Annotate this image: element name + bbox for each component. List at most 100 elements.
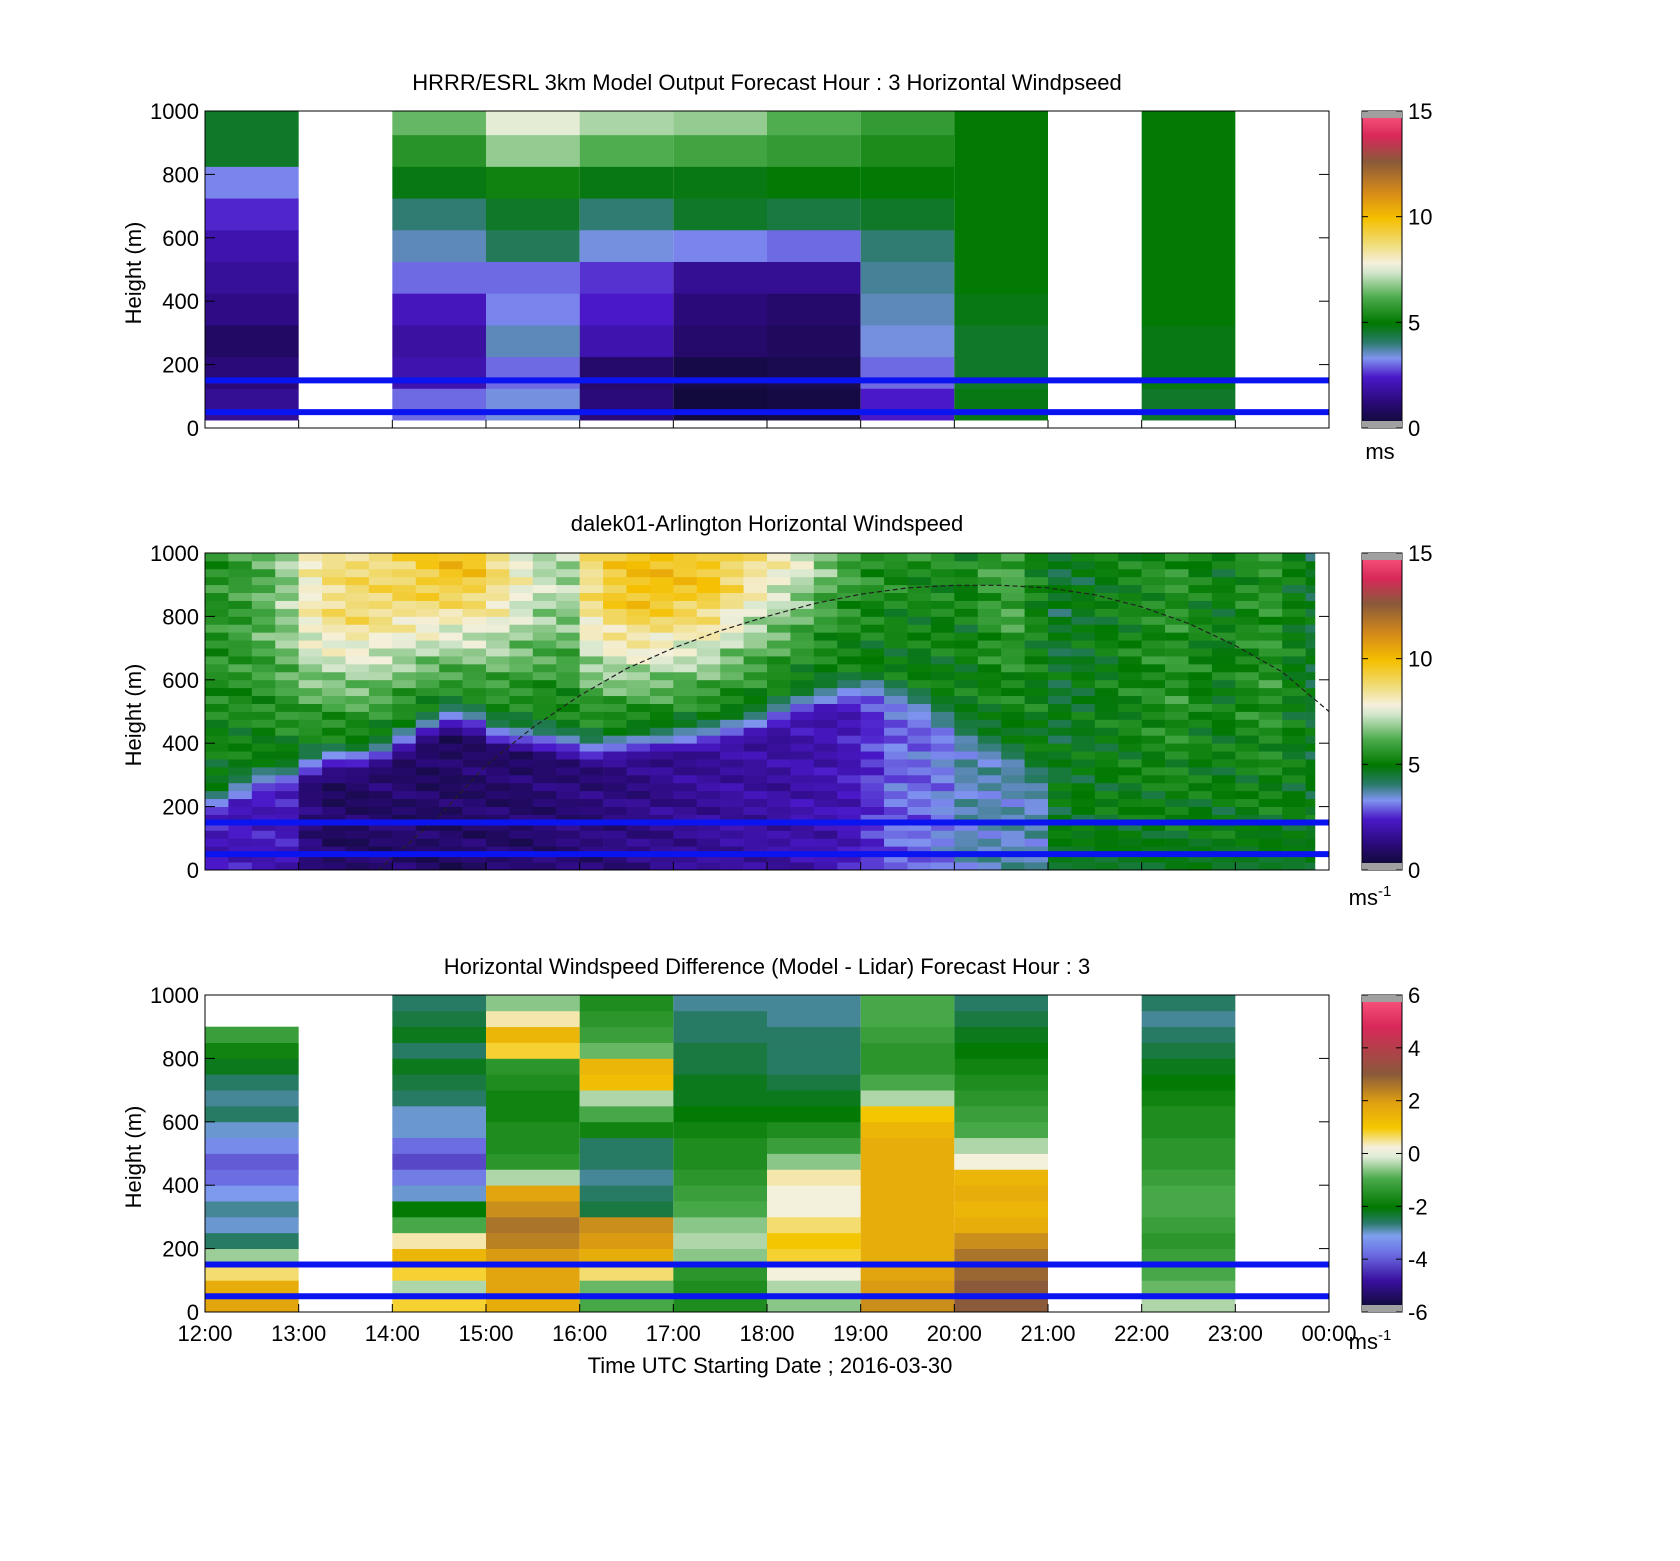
heatmap-cell xyxy=(767,671,791,681)
heatmap-cell xyxy=(907,560,932,570)
heatmap-cell xyxy=(626,854,651,863)
heatmap-cell xyxy=(415,838,440,847)
heatmap-cell xyxy=(1048,798,1072,807)
heatmap-cell xyxy=(860,759,885,768)
heatmap-cell xyxy=(1258,846,1283,855)
heatmap-cell xyxy=(1188,616,1213,625)
heatmap-cell xyxy=(907,727,932,736)
heatmap-cell xyxy=(790,711,815,720)
heatmap-cell xyxy=(1001,616,1025,625)
heatmap-cell xyxy=(1001,846,1025,855)
heatmap-cell xyxy=(509,766,534,776)
heatmap-cell xyxy=(322,719,346,728)
heatmap-cell xyxy=(954,324,1048,358)
heatmap-cell xyxy=(954,846,979,855)
heatmap-cell xyxy=(673,616,698,625)
heatmap-cell xyxy=(977,687,1002,697)
heatmap-cell xyxy=(1048,830,1072,839)
heatmap-cell xyxy=(1071,830,1096,839)
heatmap-cell xyxy=(837,822,861,831)
heatmap-cell xyxy=(228,814,253,823)
heatmap-cell xyxy=(392,229,486,262)
heatmap-cell xyxy=(954,679,979,689)
heatmap-cell xyxy=(532,576,557,586)
heatmap-cell xyxy=(767,616,791,625)
heatmap-cell xyxy=(1001,830,1025,839)
heatmap-cell xyxy=(673,600,698,609)
heatmap-cell xyxy=(228,846,253,855)
heatmap-cell xyxy=(837,679,861,689)
heatmap-cell xyxy=(1235,616,1260,625)
heatmap-cell xyxy=(298,553,323,562)
heatmap-cell xyxy=(813,814,838,823)
heatmap-cell xyxy=(439,822,463,831)
heatmap-cell xyxy=(1258,822,1283,831)
heatmap-cell xyxy=(860,782,885,792)
heatmap-cell xyxy=(954,584,979,594)
heatmap-cell xyxy=(228,679,253,689)
heatmap-cell xyxy=(205,198,299,231)
heatmap-cell xyxy=(1165,743,1189,752)
heatmap-cell xyxy=(954,560,979,570)
heatmap-cell xyxy=(907,759,932,768)
heatmap-cell xyxy=(1282,774,1306,784)
heatmap-cell xyxy=(1188,568,1213,578)
heatmap-cell xyxy=(298,838,323,847)
heatmap-cell xyxy=(813,711,838,720)
heatmap-cell xyxy=(907,576,932,586)
heatmap-cell xyxy=(486,1201,580,1218)
heatmap-cell xyxy=(1141,1264,1236,1281)
heatmap-cell xyxy=(368,687,393,697)
heatmap-cell xyxy=(1141,1201,1236,1218)
heatmap-cell xyxy=(1141,1216,1236,1234)
heatmap-cell xyxy=(486,782,510,792)
heatmap-cell xyxy=(509,759,534,768)
heatmap-cell xyxy=(579,679,604,689)
heatmap-cell xyxy=(368,806,393,815)
heatmap-cell xyxy=(767,640,791,649)
heatmap-cell xyxy=(205,656,229,665)
heatmap-cell xyxy=(977,560,1002,570)
heatmap-cell xyxy=(837,560,861,570)
heatmap-cell xyxy=(1141,854,1166,863)
heatmap-cell xyxy=(907,719,932,728)
heatmap-cell xyxy=(392,1058,486,1075)
heatmap-cell xyxy=(837,608,861,617)
heatmap-cell xyxy=(1141,687,1166,697)
heatmap-cell xyxy=(439,663,463,673)
heatmap-cell xyxy=(579,727,604,736)
heatmap-cell xyxy=(673,592,698,601)
heatmap-cell xyxy=(275,560,299,570)
heatmap-cell xyxy=(415,830,440,839)
panel-lidar-refs xyxy=(205,819,1329,858)
heatmap-cell xyxy=(977,838,1002,847)
heatmap-cell xyxy=(579,766,604,776)
heatmap-cell xyxy=(907,782,932,792)
heatmap-cell xyxy=(954,1185,1048,1202)
heatmap-cell xyxy=(579,671,604,681)
heatmap-cell xyxy=(1141,1042,1236,1059)
heatmap-cell xyxy=(673,695,698,704)
heatmap-cell xyxy=(720,766,744,776)
heatmap-cell xyxy=(228,568,253,578)
heatmap-cell xyxy=(767,1248,861,1265)
heatmap-cell xyxy=(603,806,627,815)
heatmap-cell xyxy=(509,592,534,601)
heatmap-cell xyxy=(579,1280,674,1297)
heatmap-cell xyxy=(673,759,698,768)
heatmap-cell xyxy=(509,576,534,586)
heatmap-cell xyxy=(884,711,908,720)
heatmap-cell xyxy=(1305,632,1316,641)
heatmap-cell xyxy=(954,751,979,760)
heatmap-cell xyxy=(767,1026,861,1043)
heatmap-cell xyxy=(1141,616,1166,625)
heatmap-cell xyxy=(579,1026,674,1043)
panel-lidar-xticks xyxy=(204,862,1330,870)
heatmap-cell xyxy=(298,671,323,681)
heatmap-cell xyxy=(1141,166,1236,199)
heatmap-cell xyxy=(228,743,253,752)
heatmap-cell xyxy=(1094,782,1119,792)
heatmap-cell xyxy=(884,743,908,752)
heatmap-cell xyxy=(767,600,791,609)
heatmap-cell xyxy=(907,648,932,657)
